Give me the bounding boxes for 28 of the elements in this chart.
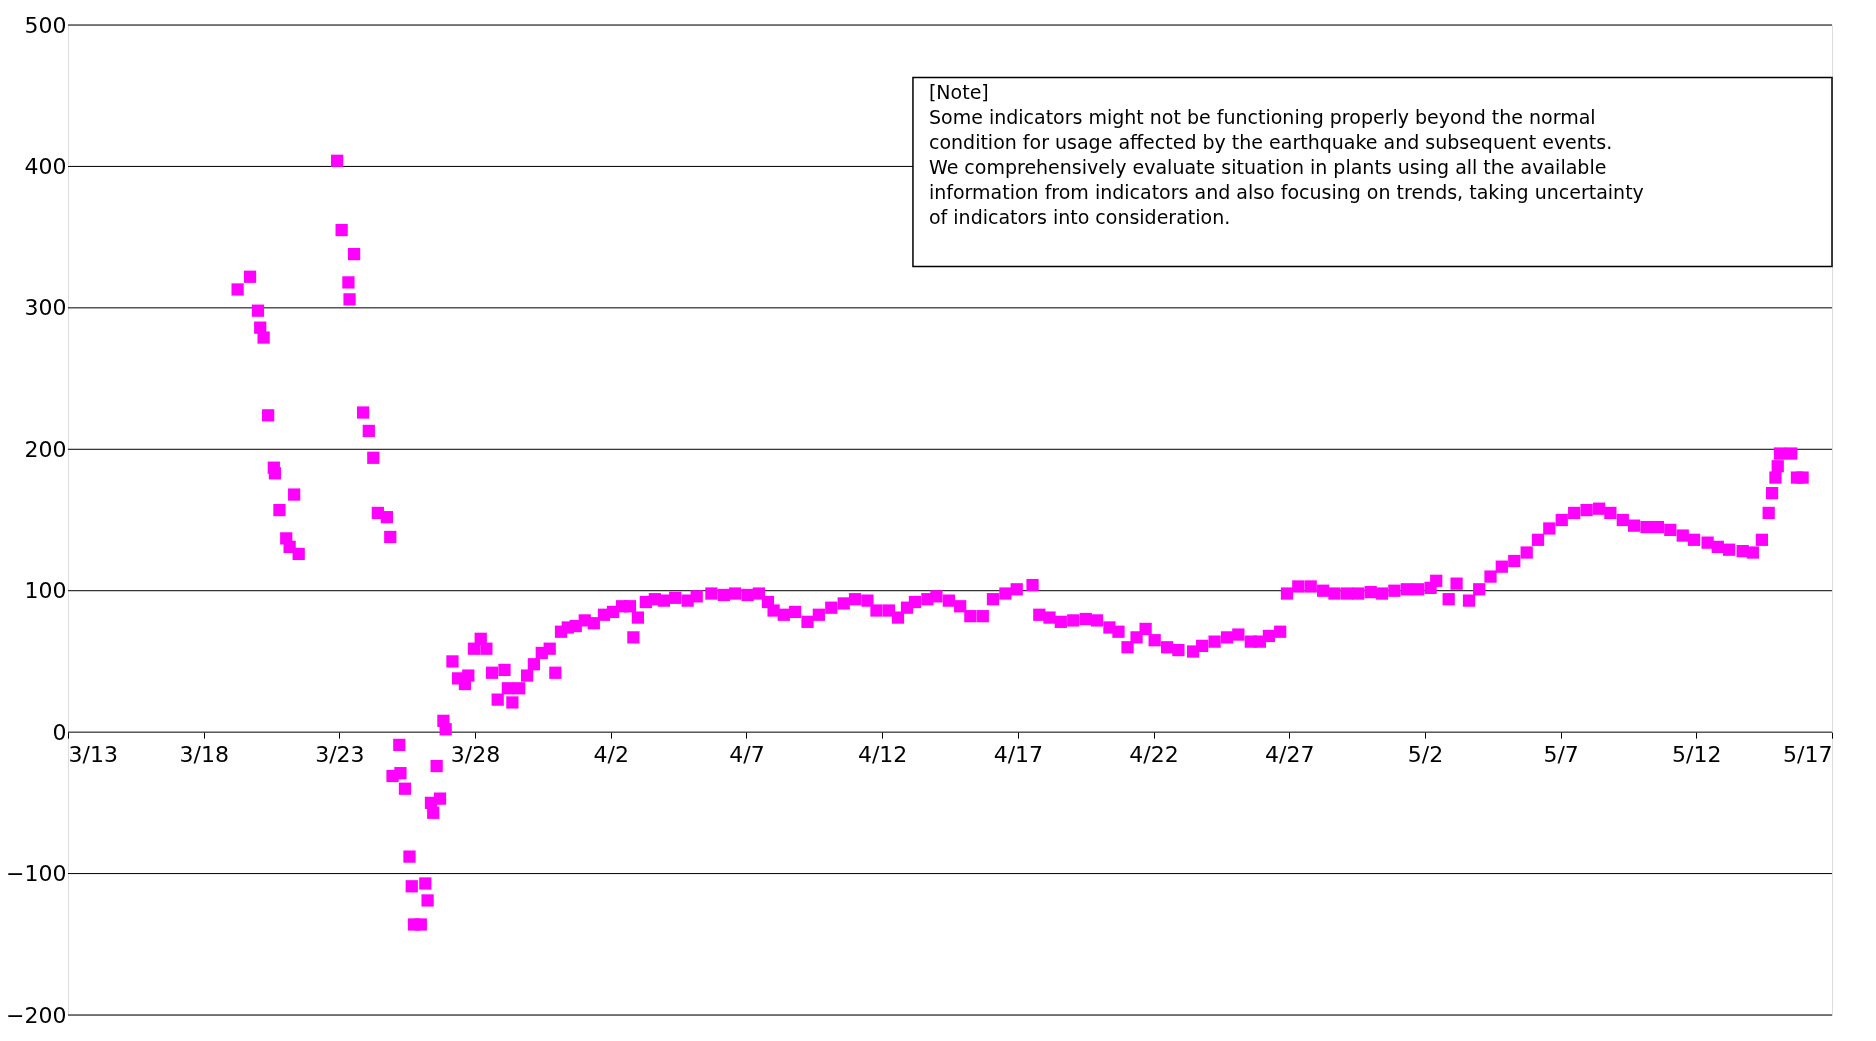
x-tick-label: 3/18: [179, 741, 229, 767]
annotation: [Note]: [928, 81, 989, 104]
x-tick-label: 4/12: [857, 741, 908, 767]
y-tick-label: 200: [24, 436, 67, 462]
annotation: of indicators into consideration.: [928, 206, 1231, 229]
x-tick-label: 3/28: [450, 741, 501, 767]
x-tick-label: 3/13: [68, 741, 118, 767]
x-tick-label: 3/23: [315, 741, 365, 767]
x-tick-label: 4/22: [1129, 741, 1179, 767]
annotation: Some indicators might not be functioning properly beyond the normal: [928, 106, 1596, 129]
x-tick-label: 4/7: [729, 741, 765, 767]
y-tick-label: 400: [24, 153, 67, 179]
y-tick-label: 100: [24, 578, 67, 604]
x-tick-label: 4/27: [1265, 741, 1315, 767]
y-tick-label: 500: [24, 12, 67, 38]
x-tick-label: 4/17: [993, 741, 1044, 767]
x-tick-label: 5/12: [1672, 741, 1722, 767]
x-tick-label: 5/2: [1407, 741, 1444, 767]
y-tick-label: 300: [24, 295, 67, 321]
y-tick-label: 0: [52, 719, 67, 745]
x-tick-label: 5/7: [1543, 741, 1579, 767]
x-tick-label: 5/17: [1783, 741, 1833, 767]
x-tick-label: 4/2: [593, 741, 629, 767]
annotation: information from indicators and also focusing on trends, taking uncertainty: [928, 181, 1644, 204]
y-tick-label: −200: [6, 1002, 67, 1028]
y-tick-label: −100: [6, 861, 67, 887]
annotation: We comprehensively evaluate situation in plants using all the available: [928, 156, 1607, 179]
annotation: condition for usage affected by the earthquake and subsequent events.: [928, 131, 1613, 154]
